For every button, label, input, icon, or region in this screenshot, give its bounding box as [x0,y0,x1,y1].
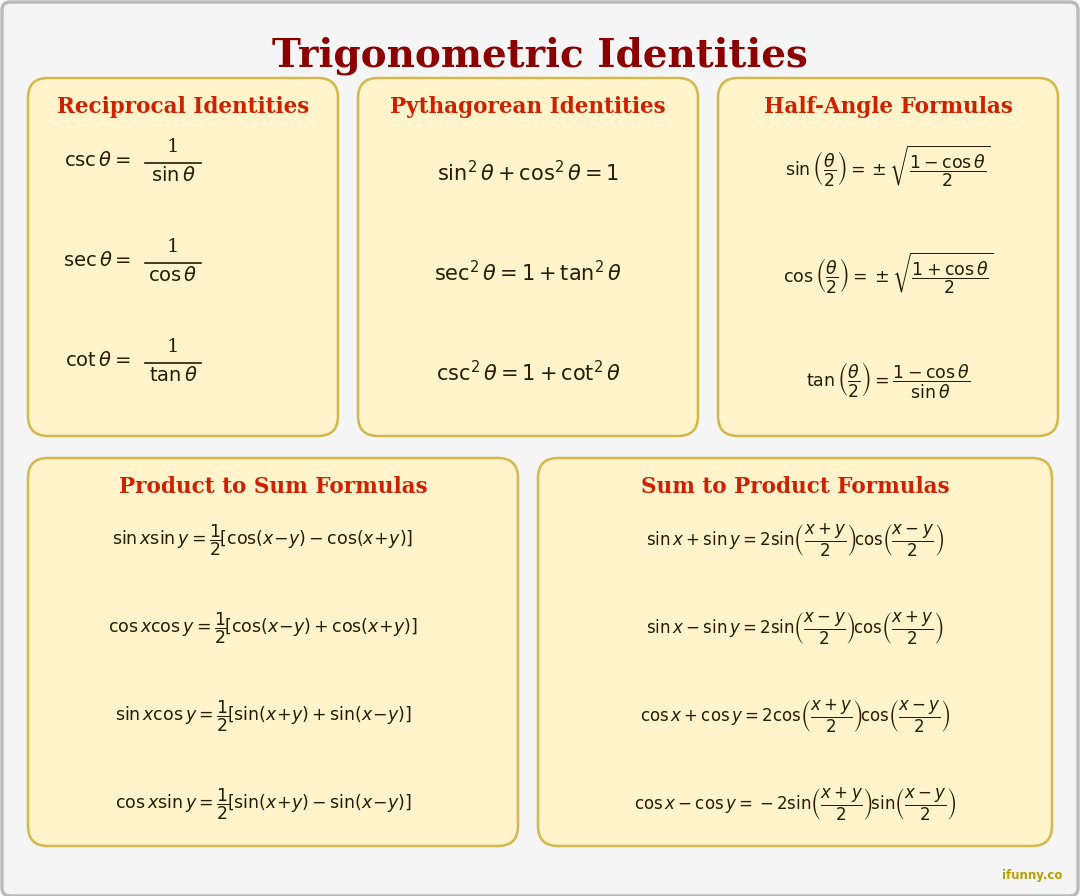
Text: $\sin\left(\dfrac{\theta}{2}\right) = \pm\sqrt{\dfrac{1-\cos\theta}{2}}$: $\sin\left(\dfrac{\theta}{2}\right) = \p… [785,143,991,189]
Text: Sum to Product Formulas: Sum to Product Formulas [640,476,949,498]
FancyBboxPatch shape [718,78,1058,436]
Text: $\sin^2\theta + \cos^2\theta = 1$: $\sin^2\theta + \cos^2\theta = 1$ [437,160,619,185]
Text: 1: 1 [166,338,179,356]
Text: $\cot\theta =$: $\cot\theta =$ [66,350,131,369]
Text: $\tan\theta$: $\tan\theta$ [149,366,198,385]
Text: $\cos x\sin y = \dfrac{1}{2}\!\left[\sin(x\!+\!y) - \sin(x\!-\!y)\right]$: $\cos x\sin y = \dfrac{1}{2}\!\left[\sin… [114,787,411,822]
Text: Trigonometric Identities: Trigonometric Identities [272,36,808,74]
Text: Pythagorean Identities: Pythagorean Identities [390,96,665,118]
Text: $\sec\theta =$: $\sec\theta =$ [63,251,131,270]
Text: $\csc\theta =$: $\csc\theta =$ [64,151,131,169]
Text: $\sin\theta$: $\sin\theta$ [151,166,195,185]
Text: Half-Angle Formulas: Half-Angle Formulas [764,96,1012,118]
Text: Reciprocal Identities: Reciprocal Identities [57,96,309,118]
Text: $\cos\theta$: $\cos\theta$ [148,266,198,285]
Text: $\cos\left(\dfrac{\theta}{2}\right) = \pm\sqrt{\dfrac{1+\cos\theta}{2}}$: $\cos\left(\dfrac{\theta}{2}\right) = \p… [783,250,994,296]
FancyBboxPatch shape [538,458,1052,846]
Text: $\cos x - \cos y = -2\sin\!\left(\dfrac{x+y}{2}\right)\!\sin\!\left(\dfrac{x-y}{: $\cos x - \cos y = -2\sin\!\left(\dfrac{… [634,786,956,823]
Text: Product to Sum Formulas: Product to Sum Formulas [119,476,428,498]
Text: $\sin x - \sin y = 2\sin\!\left(\dfrac{x-y}{2}\right)\!\cos\!\left(\dfrac{x+y}{2: $\sin x - \sin y = 2\sin\!\left(\dfrac{x… [646,609,944,647]
Text: 1: 1 [166,138,179,156]
Text: 1: 1 [166,238,179,256]
Text: $\sin x\cos y = \dfrac{1}{2}\!\left[\sin(x\!+\!y) + \sin(x\!-\!y)\right]$: $\sin x\cos y = \dfrac{1}{2}\!\left[\sin… [114,698,411,734]
Text: ifunny.co: ifunny.co [1001,869,1062,882]
Text: $\cos x + \cos y = 2\cos\!\left(\dfrac{x+y}{2}\right)\!\cos\!\left(\dfrac{x-y}{2: $\cos x + \cos y = 2\cos\!\left(\dfrac{x… [639,697,950,735]
FancyBboxPatch shape [28,458,518,846]
FancyBboxPatch shape [357,78,698,436]
Text: $\sin x\sin y = \dfrac{1}{2}\!\left[\cos(x\!-\!y) - \cos(x\!+\!y)\right]$: $\sin x\sin y = \dfrac{1}{2}\!\left[\cos… [112,522,414,557]
Text: $\tan\left(\dfrac{\theta}{2}\right) = \dfrac{1-\cos\theta}{\sin\theta}$: $\tan\left(\dfrac{\theta}{2}\right) = \d… [806,360,970,400]
Text: $\sin x + \sin y = 2\sin\!\left(\dfrac{x+y}{2}\right)\!\cos\!\left(\dfrac{x-y}{2: $\sin x + \sin y = 2\sin\!\left(\dfrac{x… [646,521,944,558]
FancyBboxPatch shape [28,78,338,436]
Text: $\sec^2\theta = 1 + \tan^2\theta$: $\sec^2\theta = 1 + \tan^2\theta$ [434,261,622,286]
Text: $\csc^2\theta = 1 + \cot^2\theta$: $\csc^2\theta = 1 + \cot^2\theta$ [435,360,621,385]
Text: $\cos x\cos y = \dfrac{1}{2}\!\left[\cos(x\!-\!y) + \cos(x\!+\!y)\right]$: $\cos x\cos y = \dfrac{1}{2}\!\left[\cos… [108,610,418,646]
